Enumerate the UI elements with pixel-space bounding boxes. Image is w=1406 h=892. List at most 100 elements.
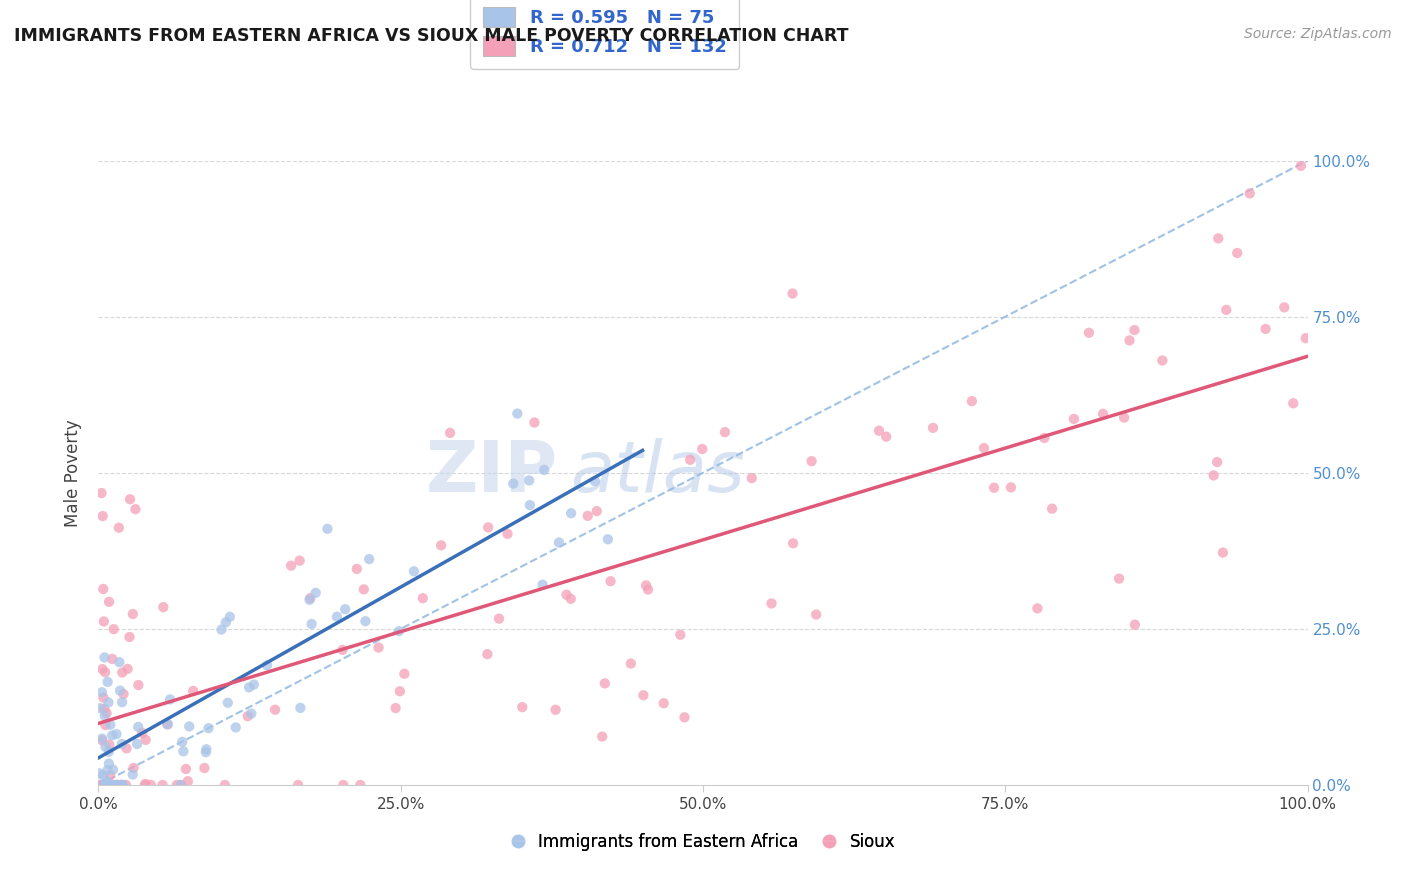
Point bbox=[367, 640, 389, 655]
Point bbox=[211, 623, 233, 637]
Point bbox=[1026, 601, 1049, 615]
Point bbox=[388, 624, 411, 639]
Point bbox=[91, 731, 114, 746]
Point bbox=[166, 778, 188, 792]
Point bbox=[174, 762, 197, 776]
Point bbox=[108, 521, 131, 535]
Point bbox=[97, 696, 120, 710]
Point bbox=[517, 474, 540, 488]
Point bbox=[299, 591, 322, 606]
Point bbox=[761, 596, 783, 610]
Point bbox=[506, 407, 529, 421]
Text: atlas: atlas bbox=[569, 438, 745, 508]
Point bbox=[305, 586, 328, 600]
Point bbox=[98, 717, 121, 731]
Point bbox=[139, 778, 162, 792]
Point bbox=[117, 662, 139, 676]
Point bbox=[101, 652, 124, 666]
Point bbox=[121, 767, 143, 781]
Point bbox=[652, 696, 675, 710]
Point bbox=[217, 696, 239, 710]
Point bbox=[316, 522, 339, 536]
Point bbox=[98, 768, 121, 782]
Legend: Immigrants from Eastern Africa, Sioux: Immigrants from Eastern Africa, Sioux bbox=[505, 827, 901, 858]
Point bbox=[172, 735, 194, 749]
Point bbox=[91, 778, 114, 792]
Point bbox=[544, 703, 567, 717]
Point bbox=[112, 687, 135, 701]
Point bbox=[94, 739, 117, 754]
Point bbox=[193, 761, 215, 775]
Point bbox=[122, 761, 145, 775]
Point bbox=[1272, 301, 1295, 315]
Point bbox=[560, 506, 582, 520]
Point bbox=[1202, 468, 1225, 483]
Point bbox=[157, 717, 180, 731]
Point bbox=[983, 481, 1005, 495]
Point bbox=[620, 657, 643, 671]
Point bbox=[669, 628, 692, 642]
Point bbox=[96, 763, 118, 777]
Point bbox=[875, 430, 897, 444]
Point bbox=[599, 574, 621, 589]
Point bbox=[394, 666, 416, 681]
Point bbox=[91, 733, 114, 747]
Point bbox=[585, 504, 607, 518]
Point bbox=[97, 778, 120, 792]
Point bbox=[89, 701, 111, 715]
Point bbox=[1212, 545, 1234, 559]
Point bbox=[1063, 412, 1085, 426]
Point bbox=[1206, 455, 1229, 469]
Point bbox=[90, 486, 112, 500]
Point bbox=[108, 683, 131, 698]
Point bbox=[124, 502, 146, 516]
Point bbox=[288, 554, 311, 568]
Point bbox=[169, 778, 191, 792]
Point bbox=[633, 688, 655, 702]
Point bbox=[488, 612, 510, 626]
Point bbox=[973, 441, 995, 455]
Point bbox=[477, 647, 499, 661]
Point bbox=[1295, 331, 1317, 345]
Point bbox=[118, 630, 141, 644]
Point bbox=[555, 588, 578, 602]
Point bbox=[583, 474, 606, 488]
Point bbox=[177, 774, 200, 789]
Point bbox=[1114, 410, 1136, 425]
Point bbox=[280, 558, 302, 573]
Point bbox=[782, 286, 804, 301]
Point bbox=[101, 763, 124, 777]
Point bbox=[93, 650, 115, 665]
Point bbox=[91, 509, 114, 524]
Point bbox=[290, 701, 312, 715]
Point bbox=[131, 726, 153, 740]
Point bbox=[359, 552, 381, 566]
Point bbox=[238, 681, 260, 695]
Point bbox=[104, 778, 127, 792]
Point bbox=[349, 778, 371, 792]
Point bbox=[101, 778, 124, 792]
Point bbox=[1254, 322, 1277, 336]
Point bbox=[103, 622, 125, 636]
Point bbox=[298, 592, 321, 607]
Point bbox=[195, 742, 218, 756]
Point bbox=[496, 526, 519, 541]
Point bbox=[679, 452, 702, 467]
Point bbox=[1206, 231, 1229, 245]
Point bbox=[353, 582, 375, 597]
Point bbox=[108, 655, 131, 669]
Point bbox=[108, 778, 131, 792]
Point bbox=[111, 695, 134, 709]
Point bbox=[1226, 246, 1249, 260]
Point bbox=[960, 394, 983, 409]
Point bbox=[94, 776, 117, 790]
Point bbox=[1123, 617, 1146, 632]
Point bbox=[172, 744, 194, 758]
Point bbox=[105, 778, 128, 792]
Point bbox=[1040, 501, 1063, 516]
Point bbox=[533, 463, 555, 477]
Point bbox=[111, 778, 134, 792]
Point bbox=[93, 690, 115, 705]
Point bbox=[1215, 302, 1237, 317]
Point bbox=[91, 582, 114, 596]
